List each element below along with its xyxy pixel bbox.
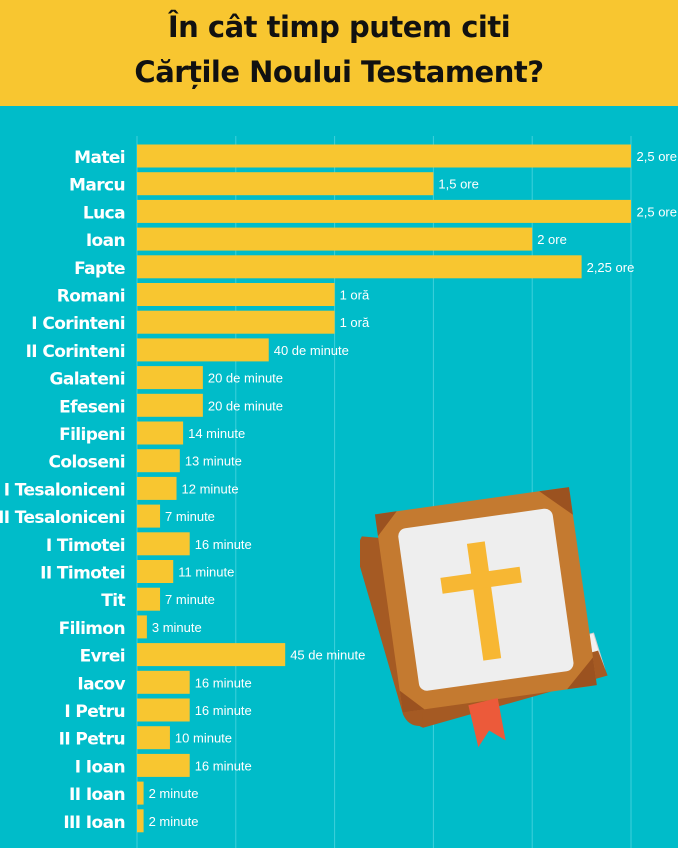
value-label: 2 minute bbox=[149, 814, 199, 829]
category-label: I Timotei bbox=[46, 536, 125, 556]
bar bbox=[137, 338, 269, 362]
bar bbox=[137, 615, 147, 639]
value-label: 1 oră bbox=[340, 315, 370, 330]
value-label: 14 minute bbox=[188, 426, 245, 441]
value-label: 2,5 ore bbox=[637, 149, 677, 164]
value-label: 2 minute bbox=[149, 786, 199, 801]
bar bbox=[137, 753, 190, 777]
category-label: I Ioan bbox=[75, 757, 125, 777]
bar bbox=[137, 781, 144, 805]
value-label: 12 minute bbox=[182, 481, 239, 496]
value-label: 1,5 ore bbox=[438, 177, 478, 192]
category-label: Luca bbox=[83, 203, 125, 223]
bar bbox=[137, 560, 174, 583]
bar bbox=[137, 255, 582, 279]
bar bbox=[137, 172, 434, 196]
value-label: 1 oră bbox=[340, 288, 370, 303]
category-label: I Corinteni bbox=[31, 314, 125, 334]
bar bbox=[137, 643, 286, 667]
category-label: II Petru bbox=[59, 730, 125, 750]
value-label: 10 minute bbox=[175, 731, 232, 746]
bar bbox=[137, 366, 203, 390]
value-label: 11 minute bbox=[178, 565, 234, 580]
category-label: Filimon bbox=[59, 619, 125, 639]
bar bbox=[137, 670, 190, 694]
category-label: II Timotei bbox=[40, 564, 125, 584]
category-label: Iacov bbox=[77, 674, 125, 694]
bar bbox=[137, 421, 184, 445]
bar bbox=[137, 449, 180, 473]
value-label: 45 de minute bbox=[290, 648, 365, 663]
bar bbox=[137, 587, 161, 611]
bar bbox=[137, 310, 335, 334]
bar bbox=[137, 144, 631, 168]
bar bbox=[137, 283, 335, 306]
bar bbox=[137, 199, 631, 223]
bible-book-icon bbox=[360, 487, 608, 748]
category-label: Marcu bbox=[69, 176, 125, 196]
value-label: 2,25 ore bbox=[587, 260, 635, 275]
category-label: Coloseni bbox=[49, 453, 125, 473]
value-label: 16 minute bbox=[195, 675, 252, 690]
category-label: III Ioan bbox=[63, 813, 125, 833]
value-label: 16 minute bbox=[195, 703, 252, 718]
value-label: 40 de minute bbox=[274, 343, 349, 358]
bar bbox=[137, 393, 203, 417]
category-label: II Corinteni bbox=[26, 342, 125, 362]
value-label: 3 minute bbox=[152, 620, 202, 635]
category-label: Galateni bbox=[49, 370, 125, 390]
category-label: Tit bbox=[101, 591, 125, 611]
value-label: 2,5 ore bbox=[637, 204, 677, 219]
bar bbox=[137, 504, 161, 528]
category-label: Evrei bbox=[80, 647, 125, 667]
header-banner: În cât timp putem citi Cărțile Noului Te… bbox=[0, 0, 678, 106]
category-label: Matei bbox=[74, 148, 125, 168]
value-label: 13 minute bbox=[185, 454, 242, 469]
value-label: 20 de minute bbox=[208, 371, 283, 386]
category-label: II Tesaloniceni bbox=[0, 508, 125, 528]
category-label: I Petru bbox=[64, 702, 125, 722]
category-label: Efeseni bbox=[59, 397, 125, 417]
bar bbox=[137, 227, 533, 251]
value-label: 16 minute bbox=[195, 758, 252, 773]
value-label: 16 minute bbox=[195, 537, 252, 552]
bar-chart: Matei 2,5 ore Marcu 1,5 ore Luca 2,5 ore Ioan 2… bbox=[0, 136, 677, 848]
category-label: Filipeni bbox=[59, 425, 125, 445]
title-line-1: În cât timp putem citi bbox=[167, 10, 511, 44]
category-label: Romani bbox=[57, 287, 125, 307]
value-label: 7 minute bbox=[165, 509, 215, 524]
bar bbox=[137, 698, 190, 722]
bar bbox=[137, 476, 177, 500]
bar bbox=[137, 726, 170, 750]
title-line-2: Cărțile Noului Testament? bbox=[134, 55, 544, 89]
value-label: 20 de minute bbox=[208, 398, 283, 413]
bar bbox=[137, 532, 190, 556]
bar bbox=[137, 809, 144, 833]
category-label: Fapte bbox=[74, 259, 125, 279]
category-label: I Tesaloniceni bbox=[4, 480, 125, 500]
category-label: Ioan bbox=[86, 231, 125, 251]
value-label: 7 minute bbox=[165, 592, 215, 607]
category-label: II Ioan bbox=[69, 785, 125, 805]
value-label: 2 ore bbox=[537, 232, 567, 247]
